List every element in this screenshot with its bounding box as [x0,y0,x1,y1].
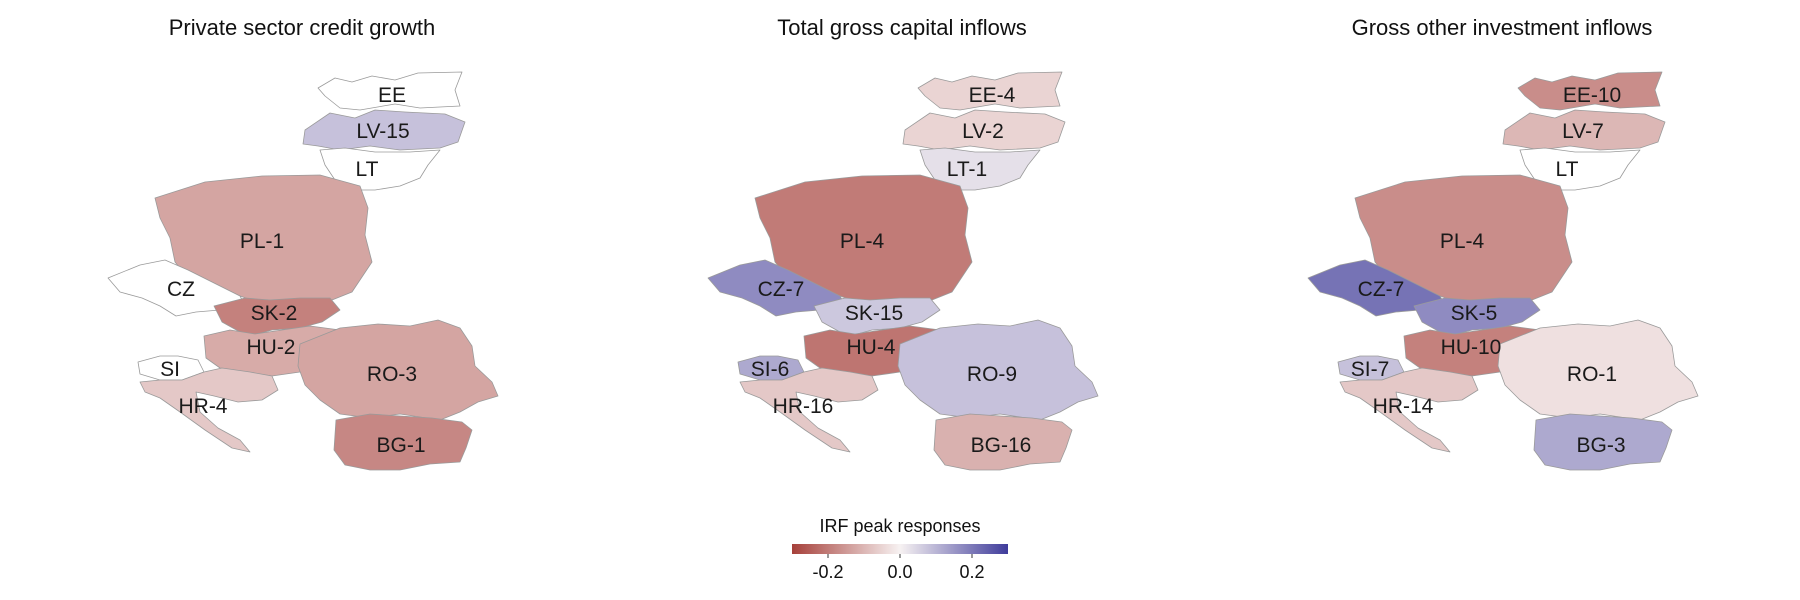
country-label-bg: BG-3 [1576,434,1625,457]
panel-title: Private sector credit growth [169,15,436,40]
country-label-sk: SK-5 [1451,302,1498,325]
legend-tick-label: 0.0 [887,562,912,582]
country-bg [933,413,1073,471]
country-bg [333,413,473,471]
country-ro [897,319,1099,421]
country-label-lv: LV-2 [962,120,1004,143]
country-label-ro: RO-3 [367,363,417,386]
country-label-ee: EE-4 [969,84,1016,107]
country-lv [1502,109,1666,151]
country-label-si: SI-6 [751,358,790,381]
panel-title: Gross other investment inflows [1352,15,1653,40]
country-ro [297,319,499,421]
country-label-ro: RO-9 [967,363,1017,386]
country-label-hu: HU-4 [846,336,895,359]
country-ee [917,71,1063,111]
country-label-sk: SK-15 [845,302,903,325]
panel-title: Total gross capital inflows [777,15,1026,40]
country-label-lt: LT [356,158,379,181]
legend-title: IRF peak responses [819,516,980,536]
country-hr [139,367,279,453]
country-label-lt: LT [1556,158,1579,181]
legend-color-bar [792,544,1008,554]
country-ro [1497,319,1699,421]
country-label-si: SI-7 [1351,358,1390,381]
country-label-si: SI [160,358,180,381]
map-panel-gross-capital-inflows: Total gross capital inflows EE-4 LV-2 LT… [707,15,1099,471]
country-ee [317,71,463,111]
country-label-ro: RO-1 [1567,363,1617,386]
country-label-cz: CZ [167,278,195,301]
country-label-hr: HR-14 [1373,395,1434,418]
country-label-lt: LT-1 [947,158,987,181]
country-bg [1533,413,1673,471]
country-hr [1339,367,1479,453]
country-label-ee: EE-10 [1563,84,1621,107]
map-panel-other-investment-inflows: Gross other investment inflows EE-10 LV-… [1307,15,1699,471]
country-label-hr: HR-16 [773,395,834,418]
country-ee [1517,71,1663,111]
country-label-pl: PL-4 [840,230,885,253]
map-panel-credit-growth: Private sector credit growth EE LV-15 LT… [107,15,499,471]
country-lv [902,109,1066,151]
legend-tick-label: -0.2 [812,562,843,582]
country-label-bg: BG-16 [971,434,1032,457]
country-label-pl: PL-4 [1440,230,1485,253]
color-legend: IRF peak responses -0.2 0.0 0.2 [792,516,1008,582]
country-label-hr: HR-4 [178,395,227,418]
country-label-hu: HU-10 [1441,336,1502,359]
country-lv [302,109,466,151]
legend-tick-label: 0.2 [959,562,984,582]
country-label-cz: CZ-7 [758,278,805,301]
country-label-lv: LV-15 [356,120,409,143]
country-label-sk: SK-2 [251,302,298,325]
country-label-bg: BG-1 [376,434,425,457]
country-hr [739,367,879,453]
country-label-cz: CZ-7 [1358,278,1405,301]
country-label-ee: EE [378,84,406,107]
country-label-pl: PL-1 [240,230,284,253]
country-label-hu: HU-2 [246,336,295,359]
country-label-lv: LV-7 [1562,120,1604,143]
legend-ticks: -0.2 0.0 0.2 [812,554,985,582]
